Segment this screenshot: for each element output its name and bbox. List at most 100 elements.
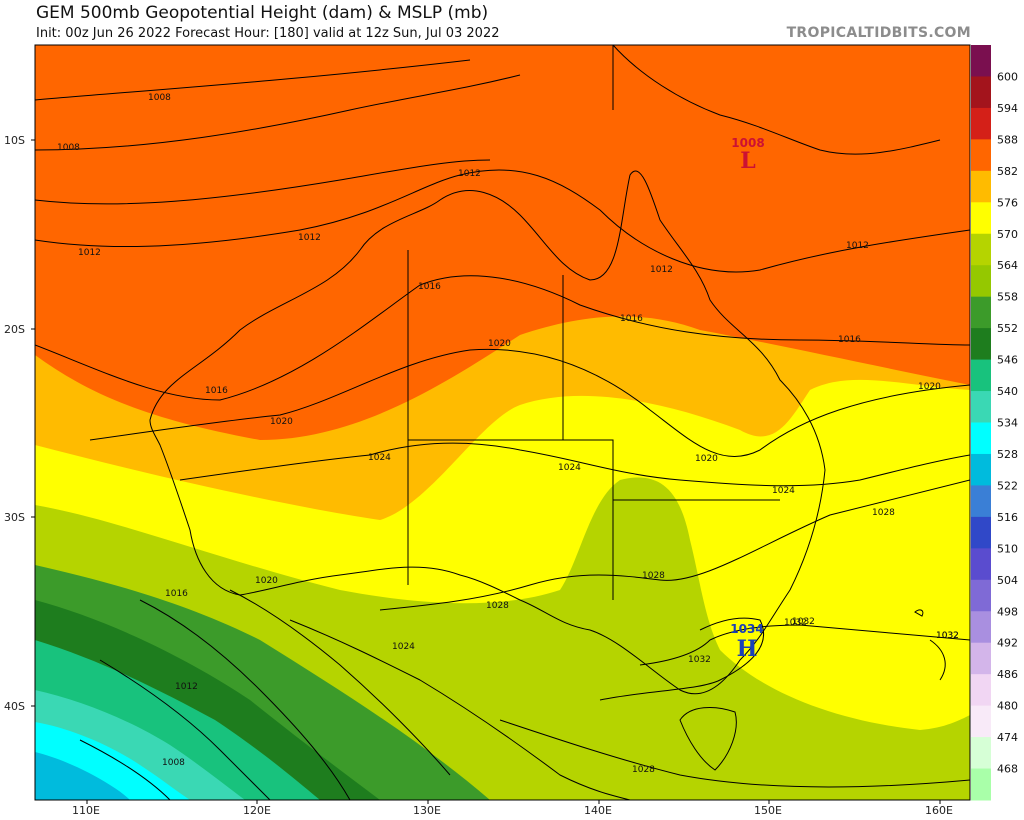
tasmania-coast <box>679 707 737 771</box>
isobar-label: 1020 <box>255 576 278 586</box>
isobar-label: 1012 <box>298 233 321 243</box>
isobar-label: 1016 <box>620 314 643 324</box>
isobar-1032 <box>639 624 970 666</box>
color-scale-bar: 600 594 588 582 576 570 564 558 552 546 540 534 528 5… <box>971 45 1018 801</box>
isobar-label: 1032 <box>688 655 711 665</box>
high-center-value: 1034 <box>730 622 763 636</box>
lat-label-30s: 30S <box>4 511 25 524</box>
scale-swatch <box>971 45 991 77</box>
scale-swatch <box>971 233 991 266</box>
high-pressure-center: 1034 H <box>730 622 763 662</box>
isobar-label: 1016 <box>418 282 441 292</box>
lon-label-150e: 150E <box>754 804 782 817</box>
longitude-axis: 110E 120E 130E 140E 150E 160E <box>72 804 953 817</box>
scale-label: 558 <box>997 291 1018 304</box>
isobar-label: 1012 <box>78 248 101 258</box>
isobar-label: 1008 <box>162 758 185 768</box>
isobar-label: 1012 <box>846 241 869 251</box>
isobar-1024 <box>179 442 970 487</box>
isobar-label: 1020 <box>695 454 718 464</box>
lat-label-40s: 40S <box>4 700 25 713</box>
scale-label: 522 <box>997 479 1018 492</box>
scale-swatch <box>971 611 991 644</box>
isobar-label: 1032 <box>784 618 807 628</box>
scale-swatch <box>971 391 991 423</box>
lon-label-140e: 140E <box>584 804 612 817</box>
scale-label: 564 <box>997 259 1018 272</box>
lat-label-20s: 20S <box>4 323 25 336</box>
scale-swatch <box>971 265 991 298</box>
scale-label: 540 <box>997 385 1018 398</box>
lon-label-130e: 130E <box>413 804 441 817</box>
low-pressure-center: 1008 L <box>731 136 764 174</box>
isobar-label: 1012 <box>650 265 673 275</box>
isobar-label: 1016 <box>838 335 861 345</box>
isobar-1020 <box>89 348 970 457</box>
isobar-label: 1032 <box>936 631 959 641</box>
isobar-label: 1024 <box>558 463 581 473</box>
isobar-label: 1016 <box>205 386 228 396</box>
isobar-label: 1032 <box>792 617 815 627</box>
scale-swatch <box>971 359 991 392</box>
scale-label: 498 <box>997 605 1018 618</box>
lon-label-160e: 160E <box>925 804 953 817</box>
scale-label: 528 <box>997 448 1018 461</box>
scale-label: 510 <box>997 542 1018 555</box>
isobar-1012 <box>35 169 970 273</box>
low-center-value: 1008 <box>731 136 764 150</box>
isobar-labels: 1008 1008 1012 1012 1012 1012 1012 1016 1016 1016… <box>57 93 959 775</box>
coastlines <box>149 45 946 771</box>
scale-swatch <box>971 548 991 581</box>
isobar-1012-b <box>35 159 491 205</box>
lon-label-110e: 110E <box>72 804 100 817</box>
isobar-label: 1016 <box>165 589 188 599</box>
scale-label: 588 <box>997 133 1018 146</box>
isobar-1016 <box>35 275 970 401</box>
scale-swatch <box>971 705 991 738</box>
isobar-1008 <box>35 59 471 101</box>
axis-ticks <box>31 139 941 804</box>
scale-label: 474 <box>997 731 1018 744</box>
isobar-label: 1032 <box>936 631 959 641</box>
scale-swatch <box>971 107 991 140</box>
isobar-1028-south <box>499 719 970 788</box>
latitude-axis: 10S 20S 30S 40S <box>4 134 25 713</box>
scale-swatch <box>971 202 991 235</box>
low-center-letter: L <box>740 148 755 174</box>
isobar-label: 1024 <box>392 642 415 652</box>
scale-swatch <box>971 579 991 612</box>
scale-swatch <box>971 642 991 675</box>
scale-swatch <box>971 139 991 172</box>
scale-label: 534 <box>997 417 1018 430</box>
site-brand[interactable]: TROPICALTIDBITS.COM <box>786 25 971 41</box>
scale-label: 486 <box>997 668 1018 681</box>
scale-label: 480 <box>997 700 1018 713</box>
scale-label: 492 <box>997 637 1018 650</box>
isobar-label: 1020 <box>488 339 511 349</box>
scale-swatch <box>971 170 991 203</box>
high-center-letter: H <box>737 636 758 662</box>
isobar-label: 1012 <box>458 169 481 179</box>
isobar-1008-sw <box>79 739 171 800</box>
scale-swatch <box>971 76 991 109</box>
map-title: GEM 500mb Geopotential Height (dam) & MS… <box>36 3 489 23</box>
isobar-1020-sw <box>229 589 451 776</box>
scale-swatch <box>971 737 991 770</box>
scale-label: 576 <box>997 196 1018 209</box>
scale-label: 504 <box>997 574 1018 587</box>
isobar-1016-sw <box>139 599 351 800</box>
scale-label: 570 <box>997 228 1018 241</box>
isobar-1028 <box>379 479 970 611</box>
border-qld <box>562 275 614 600</box>
island-small-2 <box>929 639 946 681</box>
scale-swatch <box>971 516 991 549</box>
scale-swatch <box>971 453 991 486</box>
isobar-label: 1024 <box>368 453 391 463</box>
scale-label: 516 <box>997 511 1018 524</box>
isobar-label: 1028 <box>642 571 665 581</box>
scale-label: 546 <box>997 354 1018 367</box>
isobar-1008-b <box>35 74 521 151</box>
isobar-1024-sw <box>289 619 631 800</box>
isobar-1012-sw <box>99 659 271 800</box>
scale-swatch <box>971 485 991 518</box>
